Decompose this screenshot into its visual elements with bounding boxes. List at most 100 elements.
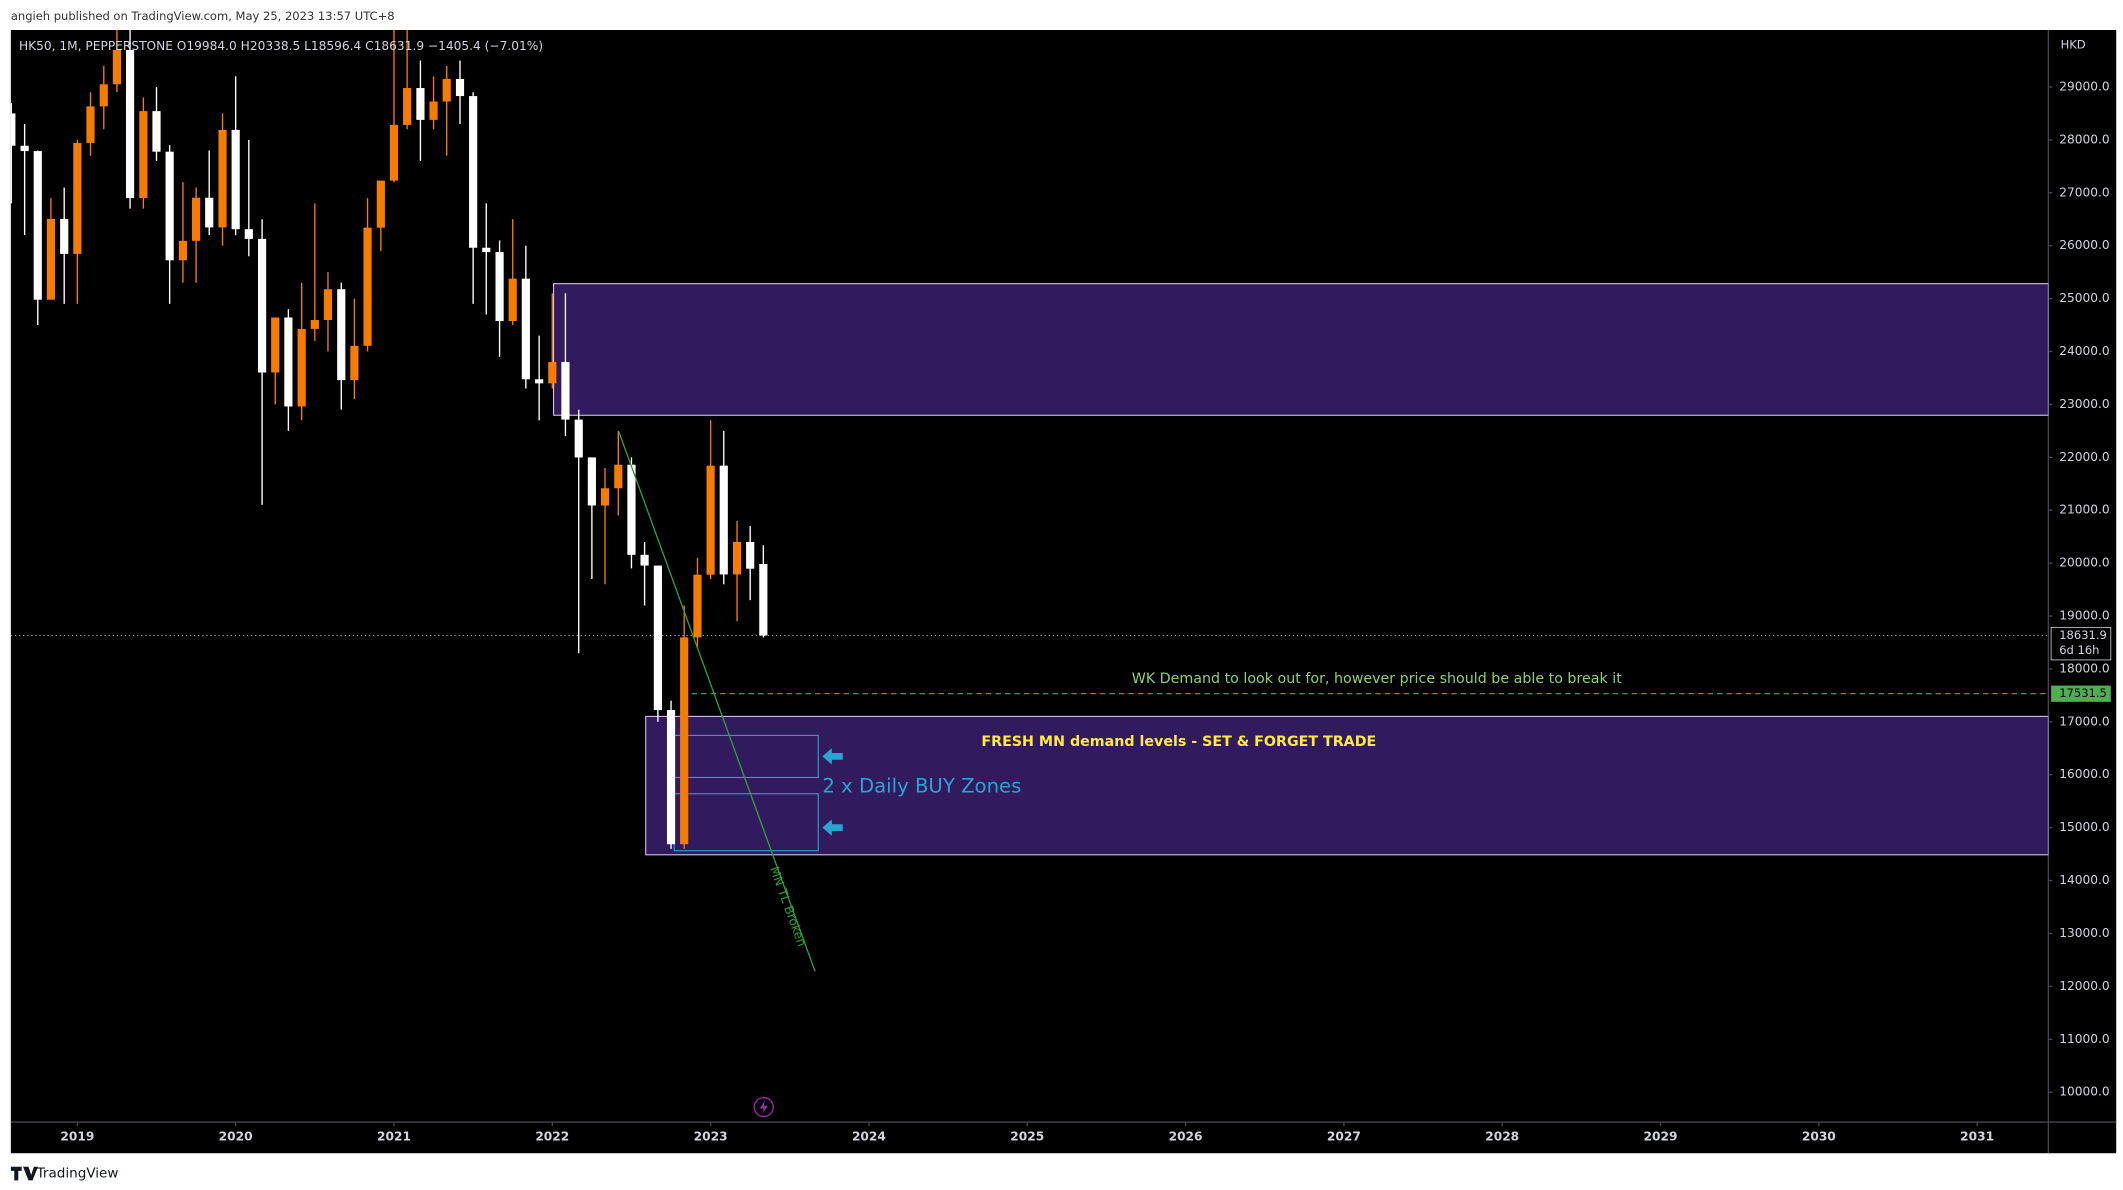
x-tick-label: 2026 <box>1169 1129 1203 1143</box>
candle-body <box>363 227 372 346</box>
wk-level-label: 17531.5 <box>2059 686 2107 700</box>
candle-body <box>680 637 689 845</box>
x-tick-label: 2019 <box>60 1129 94 1143</box>
last-price-box <box>2050 626 2112 661</box>
candle-body <box>284 317 293 407</box>
publisher-header: angieh published on TradingView.com, May… <box>11 9 395 23</box>
candle-body <box>574 419 583 458</box>
y-tick-label: 25000.0 <box>2059 291 2109 305</box>
y-tick-label: 18000.0 <box>2059 661 2109 675</box>
x-tick-label: 2028 <box>1485 1129 1519 1143</box>
zone <box>645 715 2049 856</box>
candle-body <box>112 49 122 85</box>
x-tick-label: 2025 <box>1010 1129 1044 1143</box>
candle-body <box>495 252 504 322</box>
candle-body <box>482 247 491 253</box>
y-tick-label: 20000.0 <box>2059 556 2109 570</box>
candle-body <box>258 238 267 373</box>
currency-label: HKD <box>2061 37 2086 51</box>
y-tick-label: 29000.0 <box>2059 79 2109 93</box>
brand: TradingView <box>36 1166 119 1182</box>
candle-body <box>10 113 16 146</box>
y-tick-label: 17000.0 <box>2059 714 2109 728</box>
candle-body <box>271 317 280 373</box>
candle-body <box>139 111 148 199</box>
candle-body <box>350 345 359 381</box>
y-tick-label: 16000.0 <box>2059 767 2109 781</box>
candle-body <box>323 289 333 321</box>
zone <box>553 283 2049 416</box>
candle-body <box>191 197 201 241</box>
candle-body <box>152 111 161 152</box>
candle-body <box>719 465 728 575</box>
candle-body <box>165 151 174 261</box>
candle-body <box>218 129 227 228</box>
candle-body <box>389 124 399 181</box>
candle-body <box>587 457 596 506</box>
x-tick-label: 2020 <box>219 1129 253 1143</box>
candle-body <box>231 129 240 230</box>
candle-body <box>706 465 715 575</box>
candle-body <box>469 96 478 248</box>
countdown-label: 6d 16h <box>2059 643 2099 657</box>
y-tick-label: 26000.0 <box>2059 238 2109 252</box>
y-tick-label: 24000.0 <box>2059 344 2109 358</box>
candle-body <box>614 464 623 489</box>
candle-body <box>86 106 95 143</box>
candle-body <box>20 145 29 152</box>
x-tick-label: 2021 <box>377 1129 411 1143</box>
buy-arrow <box>822 819 843 836</box>
candle-body <box>759 563 768 636</box>
x-tick-label: 2031 <box>1960 1129 1994 1143</box>
candle-body <box>640 554 649 566</box>
buy-arrow <box>822 748 843 765</box>
candle-body <box>548 361 557 384</box>
y-tick-label: 27000.0 <box>2059 185 2109 199</box>
candle-body <box>627 464 636 555</box>
candle-body <box>732 541 742 575</box>
y-tick-label: 23000.0 <box>2059 397 2109 411</box>
candle-body <box>442 78 451 102</box>
y-tick-label: 10000.0 <box>2059 1085 2109 1099</box>
events-icon-bolt <box>759 1100 768 1114</box>
last-price-label: 18631.9 <box>2059 628 2107 642</box>
zone <box>673 734 819 778</box>
trendline <box>618 431 816 972</box>
x-tick-label: 2027 <box>1327 1129 1361 1143</box>
symbol-legend: HK50, 1M, PEPPERSTONE O19984.0 H20338.5 … <box>19 39 543 53</box>
candle-body <box>125 49 135 199</box>
x-tick-label: 2023 <box>694 1129 728 1143</box>
candle-body <box>508 278 517 322</box>
zone <box>673 793 819 852</box>
candle-body <box>521 278 530 380</box>
candle-body <box>297 328 306 407</box>
candle-body <box>244 229 253 239</box>
candle-body <box>561 361 570 420</box>
candle-body <box>693 574 702 638</box>
candle-body <box>416 88 425 120</box>
y-tick-label: 21000.0 <box>2059 503 2109 517</box>
y-tick-label: 28000.0 <box>2059 132 2109 146</box>
wk-level-box <box>2051 685 2111 702</box>
y-tick-label: 11000.0 <box>2059 1032 2109 1046</box>
candle-body <box>455 78 465 97</box>
y-tick-label: 14000.0 <box>2059 873 2109 887</box>
candle-body <box>666 710 676 845</box>
fresh-demand-note: FRESH MN demand levels - SET & FORGET TR… <box>981 734 1376 750</box>
candle-body <box>376 180 385 228</box>
y-tick-label: 13000.0 <box>2059 926 2109 940</box>
y-tick-label: 12000.0 <box>2059 979 2109 993</box>
y-tick-label: 19000.0 <box>2059 609 2109 623</box>
plot <box>10 29 2049 972</box>
candle-body <box>535 379 544 384</box>
x-tick-label: 2022 <box>535 1129 569 1143</box>
candle-body <box>746 541 755 569</box>
candle-body <box>99 84 108 107</box>
y-tick-label: 15000.0 <box>2059 820 2109 834</box>
events-icon <box>753 1096 774 1118</box>
x-tick-label: 2029 <box>1644 1129 1678 1143</box>
candle-body <box>178 240 188 261</box>
wk-demand-note: WK Demand to look out for, however price… <box>1132 671 1622 687</box>
